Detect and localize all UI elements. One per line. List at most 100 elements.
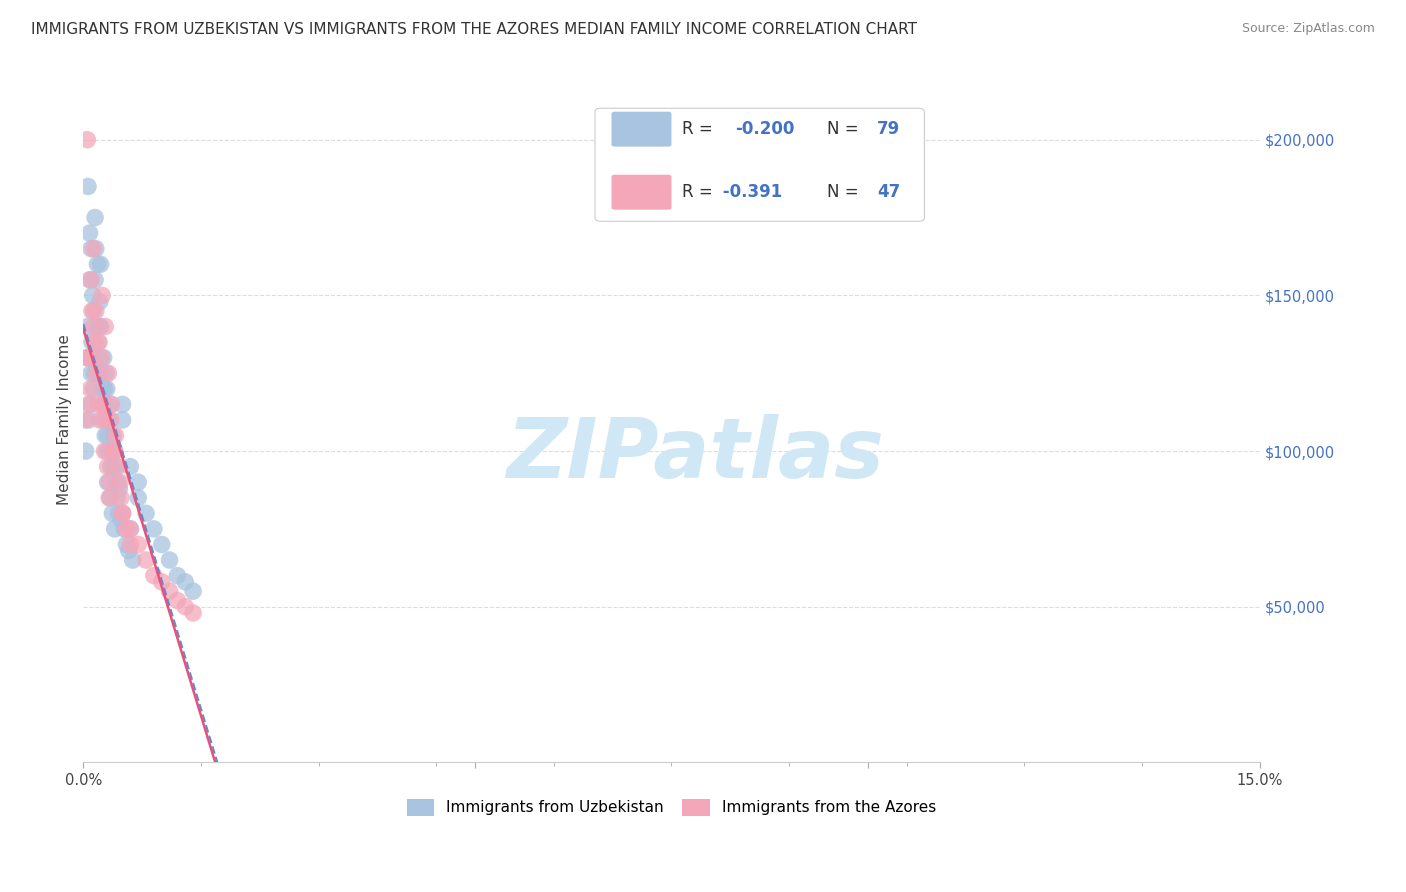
Point xyxy=(91,413,114,427)
Text: ZIPatlas: ZIPatlas xyxy=(506,414,884,495)
Point xyxy=(87,366,110,380)
Point xyxy=(94,413,117,427)
Point xyxy=(97,475,120,490)
Point xyxy=(105,475,128,490)
Point xyxy=(98,475,121,490)
FancyBboxPatch shape xyxy=(612,112,672,146)
Point xyxy=(86,366,108,380)
Point xyxy=(107,506,129,520)
Point xyxy=(150,537,173,551)
Point xyxy=(96,382,118,396)
Point xyxy=(77,179,100,194)
Point xyxy=(90,319,112,334)
Point xyxy=(77,397,100,411)
Point xyxy=(94,397,117,411)
Point xyxy=(127,475,149,490)
Point xyxy=(84,211,107,225)
Point xyxy=(87,335,110,350)
Point xyxy=(121,553,143,567)
Point xyxy=(110,512,132,526)
Point xyxy=(142,568,165,582)
Point xyxy=(97,413,120,427)
Point xyxy=(100,459,122,474)
Point xyxy=(84,304,107,318)
Point xyxy=(159,584,181,599)
Point xyxy=(97,459,120,474)
FancyBboxPatch shape xyxy=(595,108,924,221)
Point xyxy=(100,397,122,411)
Point xyxy=(76,351,98,365)
Point xyxy=(142,522,165,536)
Text: -0.200: -0.200 xyxy=(735,120,794,138)
Text: 79: 79 xyxy=(877,120,901,138)
Point xyxy=(98,491,121,505)
Point xyxy=(104,522,127,536)
Point xyxy=(105,491,128,505)
Text: -0.391: -0.391 xyxy=(717,183,783,202)
Point xyxy=(98,413,121,427)
Point xyxy=(79,397,101,411)
Point xyxy=(110,491,132,505)
Point xyxy=(84,242,107,256)
Point xyxy=(98,491,121,505)
Point xyxy=(101,444,124,458)
Point xyxy=(89,413,111,427)
Point xyxy=(90,257,112,271)
Point xyxy=(174,599,197,614)
Point xyxy=(115,522,138,536)
Point xyxy=(90,351,112,365)
Point xyxy=(159,553,181,567)
Text: Source: ZipAtlas.com: Source: ZipAtlas.com xyxy=(1241,22,1375,36)
Point xyxy=(87,397,110,411)
Text: N =: N = xyxy=(827,120,863,138)
Point xyxy=(118,543,141,558)
Point xyxy=(76,351,98,365)
Text: IMMIGRANTS FROM UZBEKISTAN VS IMMIGRANTS FROM THE AZORES MEDIAN FAMILY INCOME CO: IMMIGRANTS FROM UZBEKISTAN VS IMMIGRANTS… xyxy=(31,22,917,37)
Point xyxy=(76,133,98,147)
Point xyxy=(79,226,101,240)
Point xyxy=(80,366,103,380)
Point xyxy=(96,444,118,458)
Point xyxy=(104,428,127,442)
Point xyxy=(87,319,110,334)
Point xyxy=(86,351,108,365)
Point xyxy=(79,273,101,287)
Point xyxy=(77,319,100,334)
Point xyxy=(89,294,111,309)
Point xyxy=(120,459,142,474)
Point xyxy=(127,491,149,505)
Point xyxy=(107,475,129,490)
Point xyxy=(166,593,188,607)
Point xyxy=(94,428,117,442)
Point xyxy=(100,413,122,427)
Point xyxy=(87,335,110,350)
Point xyxy=(98,444,121,458)
Point xyxy=(174,574,197,589)
Point xyxy=(75,413,97,427)
Point xyxy=(111,506,134,520)
Point xyxy=(100,459,122,474)
Point xyxy=(120,522,142,536)
Point xyxy=(82,242,104,256)
Point xyxy=(108,475,131,490)
Point xyxy=(94,366,117,380)
Point xyxy=(166,568,188,582)
Point xyxy=(111,397,134,411)
Point xyxy=(107,459,129,474)
Point xyxy=(91,382,114,396)
Point xyxy=(127,537,149,551)
Point xyxy=(80,335,103,350)
Point xyxy=(112,522,135,536)
Point xyxy=(86,319,108,334)
Point xyxy=(80,273,103,287)
Point xyxy=(120,522,142,536)
Point xyxy=(80,242,103,256)
Text: N =: N = xyxy=(827,183,863,202)
Point xyxy=(103,459,125,474)
Point xyxy=(91,397,114,411)
Legend: Immigrants from Uzbekistan, Immigrants from the Azores: Immigrants from Uzbekistan, Immigrants f… xyxy=(399,791,943,823)
Point xyxy=(93,382,115,396)
Point xyxy=(97,366,120,380)
Point xyxy=(75,444,97,458)
Point xyxy=(115,537,138,551)
